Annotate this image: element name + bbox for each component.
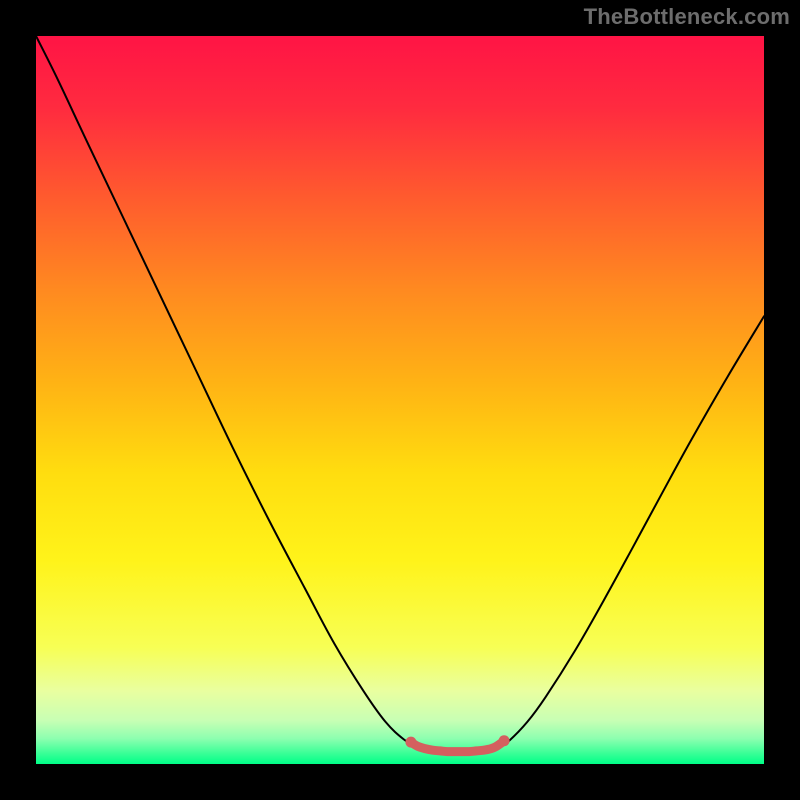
trough-end-dot xyxy=(499,735,510,746)
bottleneck-chart xyxy=(0,0,800,800)
watermark-text: TheBottleneck.com xyxy=(584,4,790,30)
plot-background-gradient xyxy=(36,36,764,764)
chart-container: TheBottleneck.com xyxy=(0,0,800,800)
trough-start-dot xyxy=(405,737,416,748)
